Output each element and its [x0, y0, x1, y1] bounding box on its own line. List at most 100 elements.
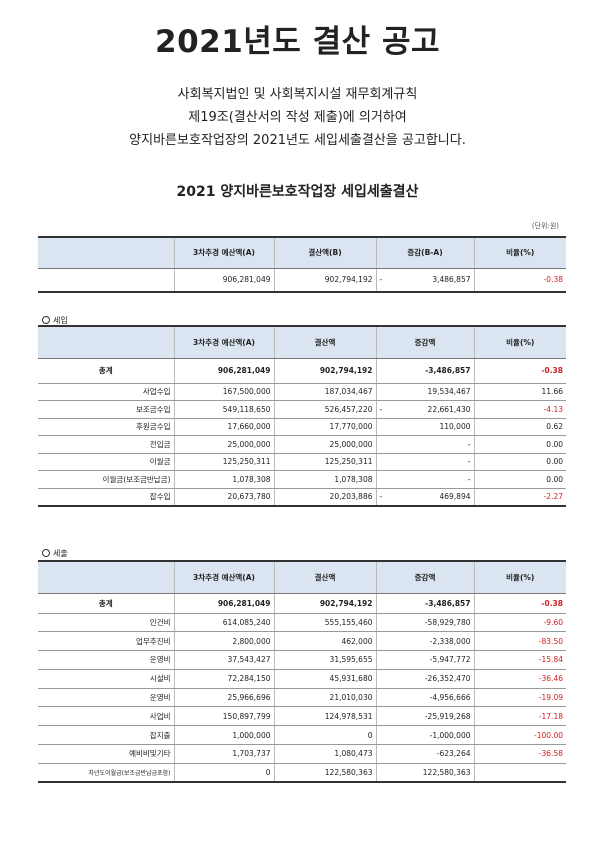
row-settle: 902,794,192: [274, 593, 377, 614]
row-label: 시설비: [38, 669, 175, 689]
row-diff: -3,486,857: [376, 358, 475, 384]
revenue-total-row: 총계 906,281,049 902,794,192 -3,486,857 -0.38: [38, 358, 566, 384]
row-diff-value: 469,894: [439, 492, 471, 501]
row-diff-value: -4,956,666: [429, 693, 471, 703]
intro-line-1: 사회복지법인 및 사회복지시설 재무회계규칙: [177, 87, 418, 102]
expense-header-budget: 3차추경 예산액(A): [174, 560, 275, 594]
report-subtitle: 2021 양지바른보호작업장 세입세출결산: [176, 184, 419, 200]
row-diff-value: -58,929,780: [424, 617, 471, 627]
row-diff: -623,264: [376, 744, 475, 764]
row-settle: 1,080,473: [274, 744, 377, 764]
expense-header-label: [38, 560, 175, 594]
row-diff-value: -26,352,470: [424, 674, 471, 684]
row-budget: 37,543,427: [174, 650, 275, 670]
row-ratio: -15.84: [474, 650, 566, 670]
row-diff: -3,486,857: [376, 593, 475, 614]
row-budget: 1,078,308: [174, 470, 275, 489]
summary-table: 3차추경 예산액(A) 결산액(B) 증감(B-A) 비율(%) 906,281…: [38, 236, 566, 293]
row-label: 총계: [38, 593, 175, 614]
row-label: 전입금: [38, 435, 175, 454]
revenue-header-label: [38, 325, 175, 359]
row-diff-value: 122,580,363: [422, 768, 471, 778]
row-ratio: 0.62: [474, 418, 566, 436]
revenue-section-label: 세입: [42, 315, 68, 326]
row-ratio: -2.27: [474, 488, 566, 507]
table-row: 보조금수입 549,118,650 526,457,220- 22,661,430 -4…: [38, 400, 566, 419]
row-diff: -4,956,666: [376, 688, 475, 708]
table-row: 업무추진비 2,800,000 462,000 -2,338,000 -83.50: [38, 631, 566, 652]
row-settle: 25,000,000: [274, 435, 377, 454]
row-diff-value: -5,947,772: [429, 655, 471, 665]
row-label: 예비비및기타: [38, 744, 175, 764]
row-label: 업무추진비: [38, 631, 175, 652]
row-budget: 25,966,696: [174, 688, 275, 708]
row-label: 잡지출: [38, 725, 175, 746]
row-diff: -: [376, 435, 475, 454]
row-diff-value: 22,661,430: [427, 404, 471, 414]
expense-table: 3차추경 예산액(A) 결산액 증감액 비율(%) 총계 906,281,049 9…: [38, 560, 566, 784]
intro-text: 사회복지법인 및 사회복지시설 재무회계규칙 제19조(결산서의 작성 제출)에…: [0, 83, 595, 152]
row-diff-value: -: [467, 457, 471, 467]
row-settle: 31,595,655: [274, 650, 377, 670]
summary-diff-sign: -: [379, 275, 383, 285]
row-ratio: 11.66: [474, 383, 566, 401]
summary-budget: 906,281,049: [174, 268, 275, 293]
row-ratio: 0.00: [474, 470, 566, 489]
row-budget: 25,000,000: [174, 435, 275, 454]
row-ratio: -0.38: [474, 593, 566, 614]
row-diff: -1,000,000: [376, 725, 475, 746]
row-diff: - 22,661,430: [376, 400, 475, 419]
row-budget: 167,500,000: [174, 383, 275, 401]
row-settle: 124,978,531: [274, 706, 377, 727]
revenue-header-diff: 증감액: [376, 325, 475, 359]
row-diff-value: -623,264: [436, 749, 471, 759]
row-settle: 1,078,308: [274, 470, 377, 489]
row-budget: 549,118,650: [174, 400, 275, 419]
table-row: 잡수입 20,673,780 20,203,886- 469,894 -2.27: [38, 488, 566, 507]
row-budget: 906,281,049: [174, 593, 275, 614]
table-row: 잡지출 1,000,000 0 -1,000,000 -100.00: [38, 725, 566, 746]
revenue-table: 3차추경 예산액(A) 결산액 증감액 비율(%) 총계 906,281,049 9…: [38, 325, 566, 507]
revenue-header-budget: 3차추경 예산액(A): [174, 325, 275, 359]
summary-header-ratio: 비율(%): [474, 236, 566, 269]
row-diff: -58,929,780: [376, 613, 475, 633]
expense-header-diff: 증감액: [376, 560, 475, 594]
table-row: 이월금(보조금반납금) 1,078,308 1,078,308-0.00: [38, 470, 566, 489]
summary-header-budget: 3차추경 예산액(A): [174, 236, 275, 269]
row-label: 운영비: [38, 688, 175, 708]
row-diff-sign: -: [379, 492, 383, 501]
row-settle: 555,155,460: [274, 613, 377, 633]
row-budget: 125,250,311: [174, 453, 275, 471]
table-row: 예비비및기타 1,703,737 1,080,473 -623,264 -36.58: [38, 744, 566, 764]
row-settle: 902,794,192: [274, 358, 377, 384]
row-settle: 45,931,680: [274, 669, 377, 689]
row-ratio: -0.38: [474, 358, 566, 384]
row-budget: 1,000,000: [174, 725, 275, 746]
row-settle: 526,457,220: [274, 400, 377, 419]
row-label: 잡수입: [38, 488, 175, 507]
row-budget: 906,281,049: [174, 358, 275, 384]
row-settle: 17,770,000: [274, 418, 377, 436]
revenue-header-settle: 결산액: [274, 325, 377, 359]
row-ratio: -36.46: [474, 669, 566, 689]
row-ratio: -19.09: [474, 688, 566, 708]
row-label: 인건비: [38, 613, 175, 633]
summary-header-settle: 결산액(B): [274, 236, 377, 269]
row-diff: - 469,894: [376, 488, 475, 507]
row-ratio: 0.00: [474, 453, 566, 471]
row-budget: 2,800,000: [174, 631, 275, 652]
row-settle: 21,010,030: [274, 688, 377, 708]
row-settle: 122,580,363: [274, 763, 377, 784]
row-label: 총계: [38, 358, 175, 384]
row-diff-value: 110,000: [439, 422, 471, 432]
revenue-section-text: 세입: [53, 316, 68, 325]
row-budget: 72,284,150: [174, 669, 275, 689]
row-diff: -: [376, 453, 475, 471]
row-diff-value: -: [467, 439, 471, 449]
row-ratio: -9.60: [474, 613, 566, 633]
circle-bullet-icon: [42, 549, 50, 557]
row-budget: 150,897,799: [174, 706, 275, 727]
row-budget: 1,703,737: [174, 744, 275, 764]
circle-bullet-icon: [42, 316, 50, 324]
row-settle: 462,000: [274, 631, 377, 652]
